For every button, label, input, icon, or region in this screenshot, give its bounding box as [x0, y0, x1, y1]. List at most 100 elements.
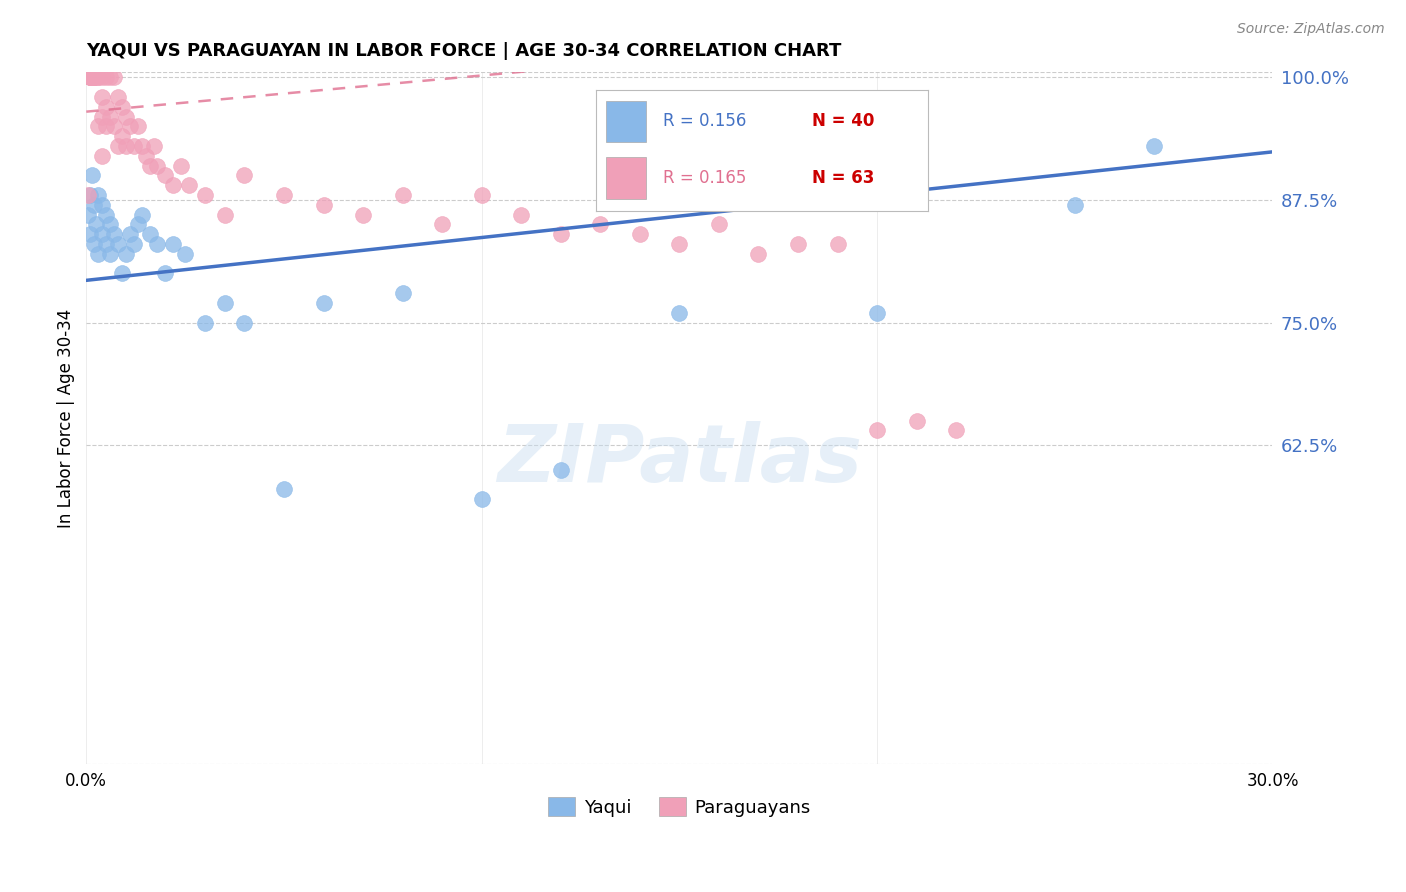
Point — [589, 218, 612, 232]
Point — [668, 237, 690, 252]
Point — [107, 237, 129, 252]
Point — [866, 306, 889, 320]
Point — [83, 70, 105, 85]
Point — [94, 70, 117, 85]
Point — [118, 120, 141, 134]
Point — [122, 139, 145, 153]
Point — [827, 237, 849, 252]
Point — [162, 237, 184, 252]
Point — [146, 237, 169, 252]
Point — [430, 218, 453, 232]
Point — [1143, 139, 1166, 153]
Point — [1063, 198, 1085, 212]
Point — [170, 159, 193, 173]
Point — [312, 198, 335, 212]
Point — [787, 237, 810, 252]
Point — [945, 423, 967, 437]
Point — [214, 296, 236, 310]
Point — [391, 286, 413, 301]
Point — [111, 100, 134, 114]
Point — [111, 129, 134, 144]
Point — [312, 296, 335, 310]
Point — [91, 70, 114, 85]
Point — [194, 316, 217, 330]
Point — [510, 208, 533, 222]
Point — [707, 218, 730, 232]
Point — [131, 208, 153, 222]
Point — [87, 120, 110, 134]
Point — [142, 139, 165, 153]
Point — [91, 198, 114, 212]
Point — [391, 188, 413, 202]
Point — [91, 90, 114, 104]
Point — [87, 247, 110, 261]
Point — [79, 70, 101, 85]
Point — [747, 247, 769, 261]
Point — [155, 267, 177, 281]
Point — [79, 70, 101, 85]
Point — [103, 70, 125, 85]
Point — [79, 188, 101, 202]
Point — [87, 188, 110, 202]
Point — [114, 110, 136, 124]
Point — [94, 120, 117, 134]
Point — [94, 237, 117, 252]
Point — [194, 188, 217, 202]
Point — [628, 227, 651, 242]
Text: Source: ZipAtlas.com: Source: ZipAtlas.com — [1237, 22, 1385, 37]
Point — [127, 218, 149, 232]
Point — [155, 169, 177, 183]
Point — [98, 247, 121, 261]
Point — [83, 198, 105, 212]
Point — [471, 188, 494, 202]
Point — [866, 423, 889, 437]
Point — [82, 169, 104, 183]
Point — [162, 178, 184, 193]
Point — [77, 208, 100, 222]
Point — [91, 149, 114, 163]
Point — [550, 227, 572, 242]
Point — [273, 482, 295, 496]
Point — [83, 237, 105, 252]
Point — [79, 70, 101, 85]
Text: YAQUI VS PARAGUAYAN IN LABOR FORCE | AGE 30-34 CORRELATION CHART: YAQUI VS PARAGUAYAN IN LABOR FORCE | AGE… — [86, 42, 842, 60]
Point — [98, 70, 121, 85]
Point — [79, 227, 101, 242]
Point — [174, 247, 197, 261]
Point — [127, 120, 149, 134]
Point — [77, 188, 100, 202]
Point — [83, 70, 105, 85]
Point — [94, 208, 117, 222]
Point — [214, 208, 236, 222]
Point — [83, 70, 105, 85]
Point — [668, 306, 690, 320]
Point — [103, 120, 125, 134]
Point — [118, 227, 141, 242]
Point — [233, 316, 256, 330]
Point — [905, 413, 928, 427]
Point — [177, 178, 200, 193]
Text: ZIPatlas: ZIPatlas — [496, 421, 862, 499]
Point — [131, 139, 153, 153]
Point — [233, 169, 256, 183]
Point — [107, 139, 129, 153]
Point — [471, 491, 494, 506]
Point — [98, 110, 121, 124]
Point — [107, 90, 129, 104]
Point — [79, 70, 101, 85]
Point — [114, 139, 136, 153]
Point — [91, 110, 114, 124]
Point — [138, 159, 160, 173]
Point — [83, 70, 105, 85]
Point — [138, 227, 160, 242]
Point — [87, 70, 110, 85]
Legend: Yaqui, Paraguayans: Yaqui, Paraguayans — [541, 790, 818, 824]
Point — [91, 227, 114, 242]
Point — [79, 70, 101, 85]
Point — [94, 100, 117, 114]
Y-axis label: In Labor Force | Age 30-34: In Labor Force | Age 30-34 — [58, 309, 75, 528]
Point — [550, 462, 572, 476]
Point — [146, 159, 169, 173]
Point — [135, 149, 157, 163]
Point — [352, 208, 374, 222]
